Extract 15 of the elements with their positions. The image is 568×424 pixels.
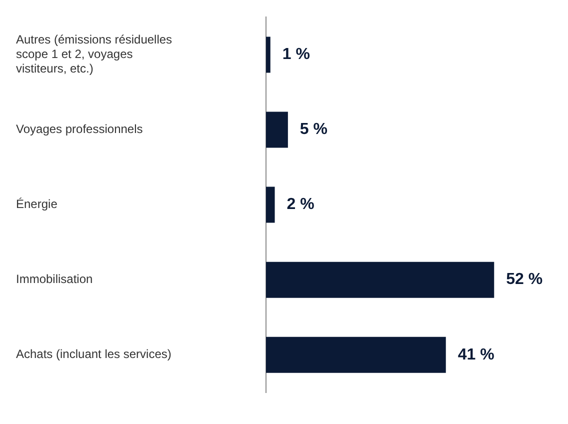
data-label: 52 % bbox=[506, 271, 543, 288]
y-tick-label: Énergie bbox=[16, 197, 58, 212]
bar bbox=[266, 36, 270, 73]
bar bbox=[266, 186, 275, 223]
data-label: 5 % bbox=[300, 121, 328, 138]
bar bbox=[266, 262, 494, 298]
y-tick-label: Voyages professionnels bbox=[16, 122, 143, 136]
data-label: 1 % bbox=[282, 46, 310, 64]
data-label: 41 % bbox=[458, 346, 494, 364]
y-tick-label: Autres (émissions résiduelles scope 1 et 2, voyages vistiteurs, etc.) bbox=[16, 32, 172, 76]
bar bbox=[266, 336, 446, 373]
y-tick-label: Achats (incluant les services) bbox=[16, 347, 172, 362]
bar bbox=[266, 112, 288, 148]
y-tick-label: Immobilisation bbox=[16, 272, 93, 286]
data-label: 2 % bbox=[286, 196, 314, 214]
